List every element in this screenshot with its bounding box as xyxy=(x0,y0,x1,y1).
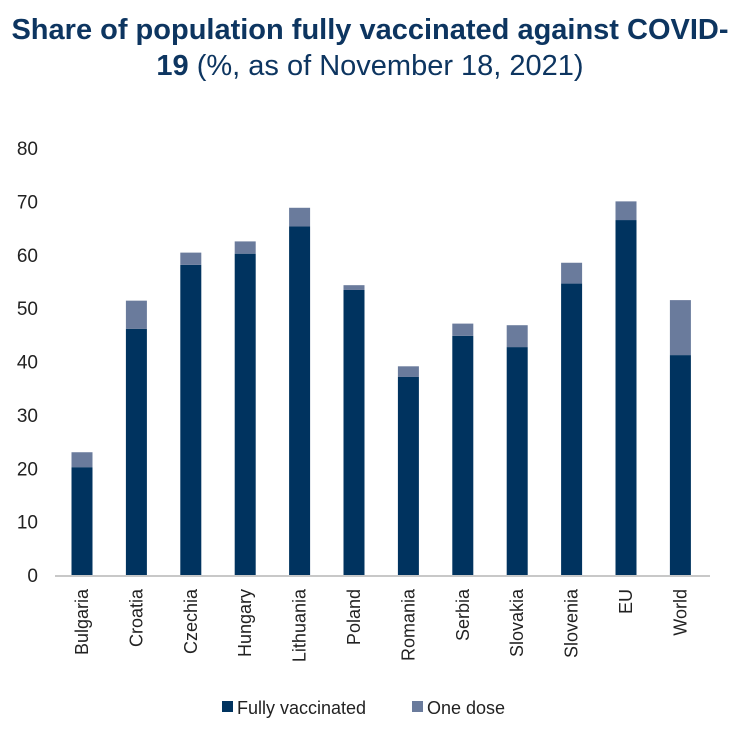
x-tick-label: Hungary xyxy=(235,589,255,657)
bar-fully-vaccinated xyxy=(234,253,256,575)
legend-label: Fully vaccinated xyxy=(237,698,366,718)
bar-one-dose xyxy=(343,285,365,290)
bar-fully-vaccinated xyxy=(289,226,311,575)
bar-one-dose xyxy=(561,262,583,284)
legend-swatch xyxy=(222,701,233,712)
x-tick-label: Poland xyxy=(344,589,364,645)
y-tick-label: 10 xyxy=(17,513,38,534)
bar-fully-vaccinated xyxy=(506,347,528,575)
bar-one-dose xyxy=(125,300,147,329)
bar-fully-vaccinated xyxy=(180,264,202,575)
bar-one-dose xyxy=(615,201,637,221)
x-tick-label: Lithuania xyxy=(290,588,310,662)
y-tick-label: 40 xyxy=(17,353,38,374)
x-tick-label: World xyxy=(670,589,690,636)
bar-fully-vaccinated xyxy=(615,220,637,575)
bar-one-dose xyxy=(71,452,93,468)
bar-fully-vaccinated xyxy=(125,328,147,575)
bar-one-dose xyxy=(397,366,419,377)
chart-title-rest: (%, as of November 18, 2021) xyxy=(188,50,584,82)
bar-one-dose xyxy=(234,241,256,254)
x-tick-label: EU xyxy=(616,589,636,614)
bar-fully-vaccinated xyxy=(397,376,419,575)
y-tick-label: 50 xyxy=(17,299,38,320)
y-tick-label: 70 xyxy=(17,192,38,213)
legend-swatch xyxy=(412,701,423,712)
bar-fully-vaccinated xyxy=(561,283,583,575)
chart-title: Share of population fully vaccinated aga… xyxy=(0,12,740,84)
bar-fully-vaccinated xyxy=(452,335,474,575)
y-tick-label: 0 xyxy=(27,566,38,587)
bar-fully-vaccinated xyxy=(343,289,365,575)
legend-label: One dose xyxy=(427,698,505,718)
bar-one-dose xyxy=(289,207,311,227)
bar-one-dose xyxy=(452,323,474,336)
y-tick-label: 30 xyxy=(17,406,38,427)
x-tick-label: Slovenia xyxy=(562,588,582,658)
x-tick-label: Croatia xyxy=(126,588,146,647)
x-tick-label: Slovakia xyxy=(507,588,527,657)
x-tick-label: Romania xyxy=(398,588,418,661)
x-tick-label: Czechia xyxy=(181,588,201,654)
y-tick-label: 20 xyxy=(17,459,38,480)
y-tick-label: 80 xyxy=(17,139,38,160)
bar-one-dose xyxy=(180,252,202,265)
x-tick-label: Serbia xyxy=(453,588,473,641)
bar-fully-vaccinated xyxy=(71,467,93,575)
chart-title-bold: Share of population fully vaccinated aga… xyxy=(11,14,729,82)
y-tick-label: 60 xyxy=(17,246,38,267)
bar-fully-vaccinated xyxy=(669,355,691,575)
bar-one-dose xyxy=(669,300,691,356)
bar-one-dose xyxy=(506,325,528,348)
x-tick-label: Bulgaria xyxy=(72,588,92,655)
